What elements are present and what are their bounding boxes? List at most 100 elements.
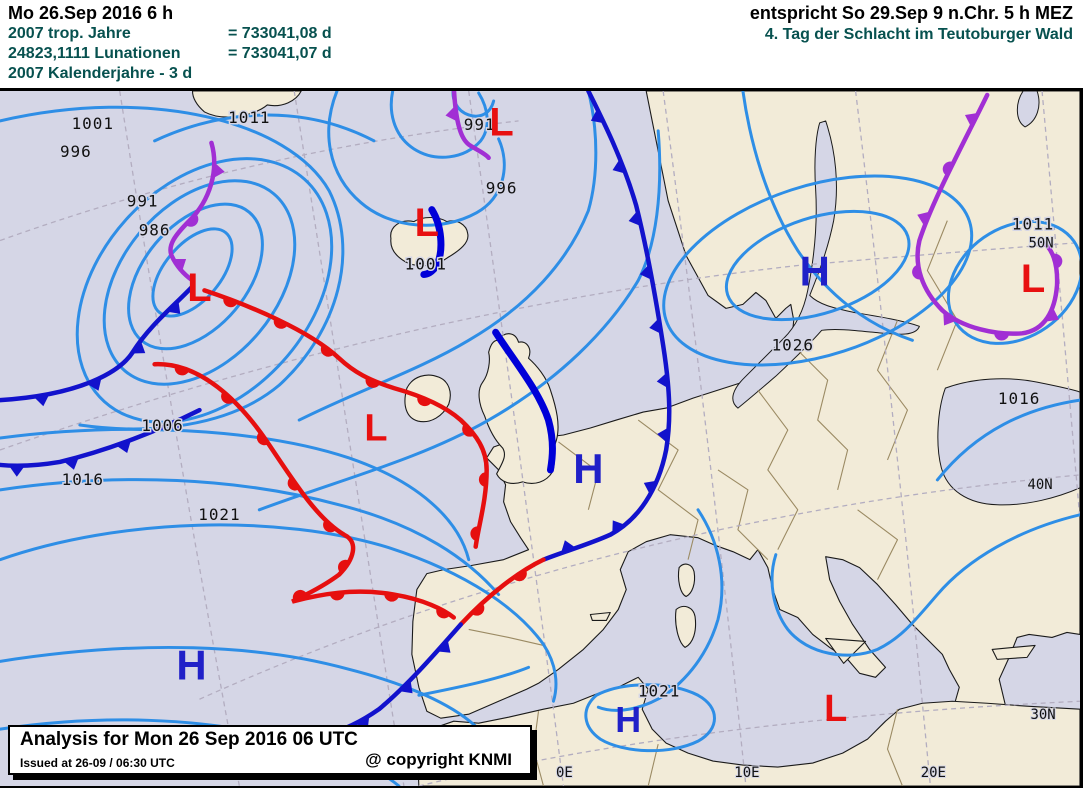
calc-label: 2007 Kalenderjahre - 3 d — [8, 65, 193, 82]
low-pressure-center: L — [1021, 257, 1045, 301]
warm-front-symbol — [221, 391, 235, 404]
cold-front-symbol — [8, 465, 25, 477]
grid-label-50N: 50N — [1028, 236, 1053, 252]
calc-label: 2007 trop. Jahre — [8, 25, 131, 42]
occluded-front-symbol — [185, 213, 199, 227]
continent-coast — [411, 91, 1080, 730]
white-sea — [1016, 91, 1040, 128]
historical-event-line: 4. Tag der Schlacht im Teutoburger Wald — [764, 26, 1073, 43]
warm-front-symbol — [256, 431, 269, 446]
header-left: Mo 26.Sep 2016 6 h 2007 trop. Jahre = 73… — [8, 3, 332, 84]
header: Mo 26.Sep 2016 6 h 2007 trop. Jahre = 73… — [0, 0, 1083, 88]
occluded-front-symbol — [1052, 253, 1063, 269]
map-canvas: 1001 996 991 986 1011 991 996 1001 1006 1016 1021 1… — [0, 91, 1080, 786]
black-sea — [937, 378, 1080, 506]
cold-front-symbol — [628, 210, 642, 227]
occluded-front-symbol — [912, 264, 922, 280]
graticule — [0, 91, 1080, 786]
low-pressure-center: L — [364, 408, 387, 450]
warm-front-symbol — [384, 592, 400, 602]
cold-front-symbol — [657, 427, 669, 444]
iceland-coast — [390, 216, 469, 267]
cold-front-symbol — [560, 540, 577, 554]
isobar-label-996: 996 — [60, 142, 92, 161]
high-pressure-center: H — [615, 700, 641, 740]
warm-front-symbol — [174, 365, 190, 376]
cold-front-symbol — [639, 264, 653, 280]
cold-front-symbol — [643, 480, 658, 495]
corsica-coast — [677, 563, 696, 598]
cold-front-symbol — [115, 439, 131, 454]
calc-value: = 733041,07 d — [228, 45, 332, 62]
warm-front-symbol — [223, 297, 238, 308]
trough-england — [492, 328, 556, 474]
land-layer — [191, 91, 1080, 786]
isobar-label-991: 991 — [464, 115, 496, 134]
warm-front-symbol — [436, 607, 451, 619]
calc-label: 24823,1111 Lunationen — [8, 45, 181, 62]
isobar-label-1016: 1016 — [998, 389, 1040, 408]
sicily-coast — [825, 637, 867, 664]
occluded-front-symbol — [172, 258, 187, 272]
analysis-title: Analysis for Mon 26 Sep 2016 06 UTC — [20, 729, 358, 750]
front-layer — [0, 91, 1063, 737]
low-pressure-center: L — [824, 688, 847, 730]
issued-timestamp: Issued at 26-09 / 06:30 UTC — [20, 756, 175, 770]
warm-front-symbol — [323, 519, 337, 533]
warm-front-symbol — [329, 592, 345, 601]
cold-front-symbol — [399, 679, 413, 694]
high-pressure-center: H — [573, 445, 603, 492]
cold-front-symbol — [612, 520, 626, 534]
trough-iceland — [420, 206, 445, 278]
warm-front-symbol — [338, 559, 351, 574]
analysis-info-box: Analysis for Mon 26 Sep 2016 06 UTC Issu… — [8, 725, 532, 775]
warm-front-symbol — [470, 526, 480, 542]
cold-front-symbol — [656, 372, 669, 389]
grid-label-30N: 30N — [1030, 707, 1055, 723]
britain-coast — [478, 333, 559, 484]
occluded-front-east-europe — [915, 92, 1060, 336]
warm-front-symbol — [513, 569, 527, 582]
cold-front-symbol — [166, 418, 182, 433]
grid-label-10E: 10E — [734, 765, 759, 781]
grid-label-40N: 40N — [1027, 477, 1052, 493]
warm-front-symbol — [365, 377, 380, 388]
warm-front-symbol — [292, 589, 308, 601]
grid-label-20E: 20E — [921, 765, 946, 781]
high-pressure-center: H — [176, 641, 206, 688]
cold-front-symbol — [436, 639, 451, 653]
warm-front-symbol — [287, 476, 300, 491]
low-pressure-center: L — [415, 201, 439, 245]
isobar-label-1006: 1006 — [141, 416, 183, 435]
current-date-line: Mo 26.Sep 2016 6 h — [8, 3, 174, 23]
cold-front-symbol — [63, 457, 79, 470]
cold-front-symbol — [33, 394, 50, 407]
warm-front-symbol — [320, 344, 335, 357]
inland-sea-layer — [732, 91, 1080, 506]
weather-map: 1001 996 991 986 1011 991 996 1001 1006 1016 1021 1… — [0, 88, 1083, 788]
isobar-label-986: 986 — [139, 221, 171, 240]
calc-value: = 733041,08 d — [228, 25, 332, 42]
sardinia-coast — [675, 605, 697, 648]
cold-front-symbol — [131, 340, 146, 354]
isobar-label-991: 991 — [127, 192, 159, 211]
isobar-label-1021: 1021 — [198, 505, 240, 524]
high-pressure-center: H — [800, 248, 830, 295]
warm-front-symbol — [478, 472, 487, 488]
warm-front-symbol — [462, 423, 475, 437]
warm-front-symbol — [417, 395, 432, 407]
balearics-coast — [589, 611, 611, 622]
warm-front-iberia — [458, 557, 546, 627]
isobar-label-1026: 1026 — [772, 335, 814, 354]
low-pressure-center: L — [187, 266, 211, 310]
cold-front-symbol — [86, 377, 102, 391]
crete-coast — [991, 644, 1036, 660]
occluded-front-symbol — [943, 311, 957, 326]
occluded-front-iceland — [451, 91, 491, 161]
isobar-label-996: 996 — [486, 179, 518, 198]
calc-row-tropical-years: 2007 trop. Jahre = 733041,08 d — [8, 24, 332, 44]
isobar-label-1011: 1011 — [228, 108, 270, 127]
warm-front-symbol — [273, 318, 288, 329]
africa-coast — [416, 676, 1080, 786]
calc-row-lunations: 24823,1111 Lunationen = 733041,07 d — [8, 44, 332, 64]
